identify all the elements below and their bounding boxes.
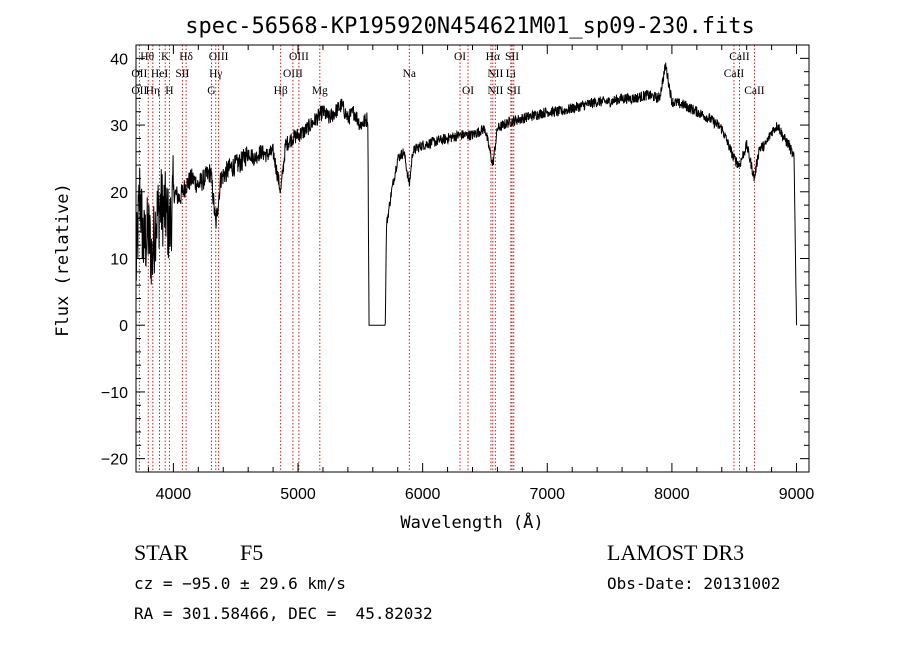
line-tag-21: G — [207, 85, 215, 97]
x-tick-label-1: 5000 — [280, 486, 316, 503]
line-tag-10: HeI — [151, 68, 168, 80]
line-tag-3: OIII — [209, 51, 229, 63]
x-tick-label-0: 4000 — [156, 486, 192, 503]
obs-date: Obs-Date: 20131002 — [607, 574, 781, 593]
redshift-readout: cz = −95.0 ± 29.6 km/s — [134, 574, 346, 593]
line-tag-13: OIII — [283, 68, 303, 80]
y-tick-label-1: −10 — [101, 385, 128, 402]
y-tick-label-0: −20 — [101, 452, 128, 469]
survey-name: LAMOST DR3 — [607, 540, 745, 565]
line-tag-9: OII — [131, 68, 147, 80]
y-tick-label-4: 20 — [110, 185, 128, 202]
line-tag-20: H — [165, 85, 173, 97]
x-tick-label-3: 7000 — [529, 486, 565, 503]
axes: 4000 5000 6000 7000 8000 9000 −20 −10 0 10 20 30 40 — [101, 45, 815, 503]
line-tag-27: CaII — [744, 85, 765, 97]
line-tag-4: OIII — [289, 51, 309, 63]
line-tag-25: NII — [487, 85, 503, 97]
y-axis-label: Flux (relative) — [53, 183, 73, 337]
line-tag-12: Hγ — [209, 68, 222, 80]
line-tag-8: CaII — [729, 51, 750, 63]
line-tag-18: OII — [131, 85, 147, 97]
object-subclass: F5 — [240, 540, 264, 565]
line-tag-16: Li — [506, 68, 516, 80]
coordinates: RA = 301.58466, DEC = 45.82032 — [134, 604, 433, 623]
flux-series-layer — [135, 62, 798, 326]
line-tag-23: Mg — [312, 85, 328, 97]
line-tag-24: OI — [462, 85, 474, 97]
line-tag-19: Hη — [146, 85, 160, 97]
x-tick-label-5: 9000 — [779, 486, 815, 503]
line-tag-26: SII — [507, 85, 521, 97]
y-tick-label-6: 40 — [110, 51, 128, 68]
object-type: STAR — [134, 540, 189, 565]
y-tick-label-3: 10 — [110, 252, 128, 269]
line-tag-7: SII — [505, 51, 519, 63]
series-line-flux — [135, 62, 798, 326]
plot-frame — [135, 44, 810, 473]
x-tick-label-2: 6000 — [405, 486, 441, 503]
line-tag-17: CaII — [724, 68, 745, 80]
line-tag-2: Hδ — [179, 51, 193, 63]
x-tick-label-4: 8000 — [654, 486, 690, 503]
line-tag-15: NII — [487, 68, 503, 80]
chart-title: spec-56568-KP195920N454621M01_sp09-230.f… — [185, 14, 755, 39]
y-tick-label-2: 0 — [119, 318, 128, 335]
x-axis-label: Wavelength (Å) — [400, 511, 543, 533]
line-tag-11: SII — [175, 68, 189, 80]
spectral-line-labels: Hθ K Hδ OIII OIII OI Hα SII CaII OII HeI SII Hγ OIII N… — [131, 51, 764, 97]
y-tick-label-5: 30 — [110, 118, 128, 135]
line-tag-0: Hθ — [140, 51, 154, 63]
line-tag-6: Hα — [486, 51, 500, 63]
line-tag-5: OI — [454, 51, 466, 63]
line-tag-14: Na — [403, 68, 416, 80]
line-tag-1: K — [161, 51, 170, 63]
spectral-line-markers — [138, 45, 755, 472]
line-tag-22: Hβ — [274, 85, 288, 97]
